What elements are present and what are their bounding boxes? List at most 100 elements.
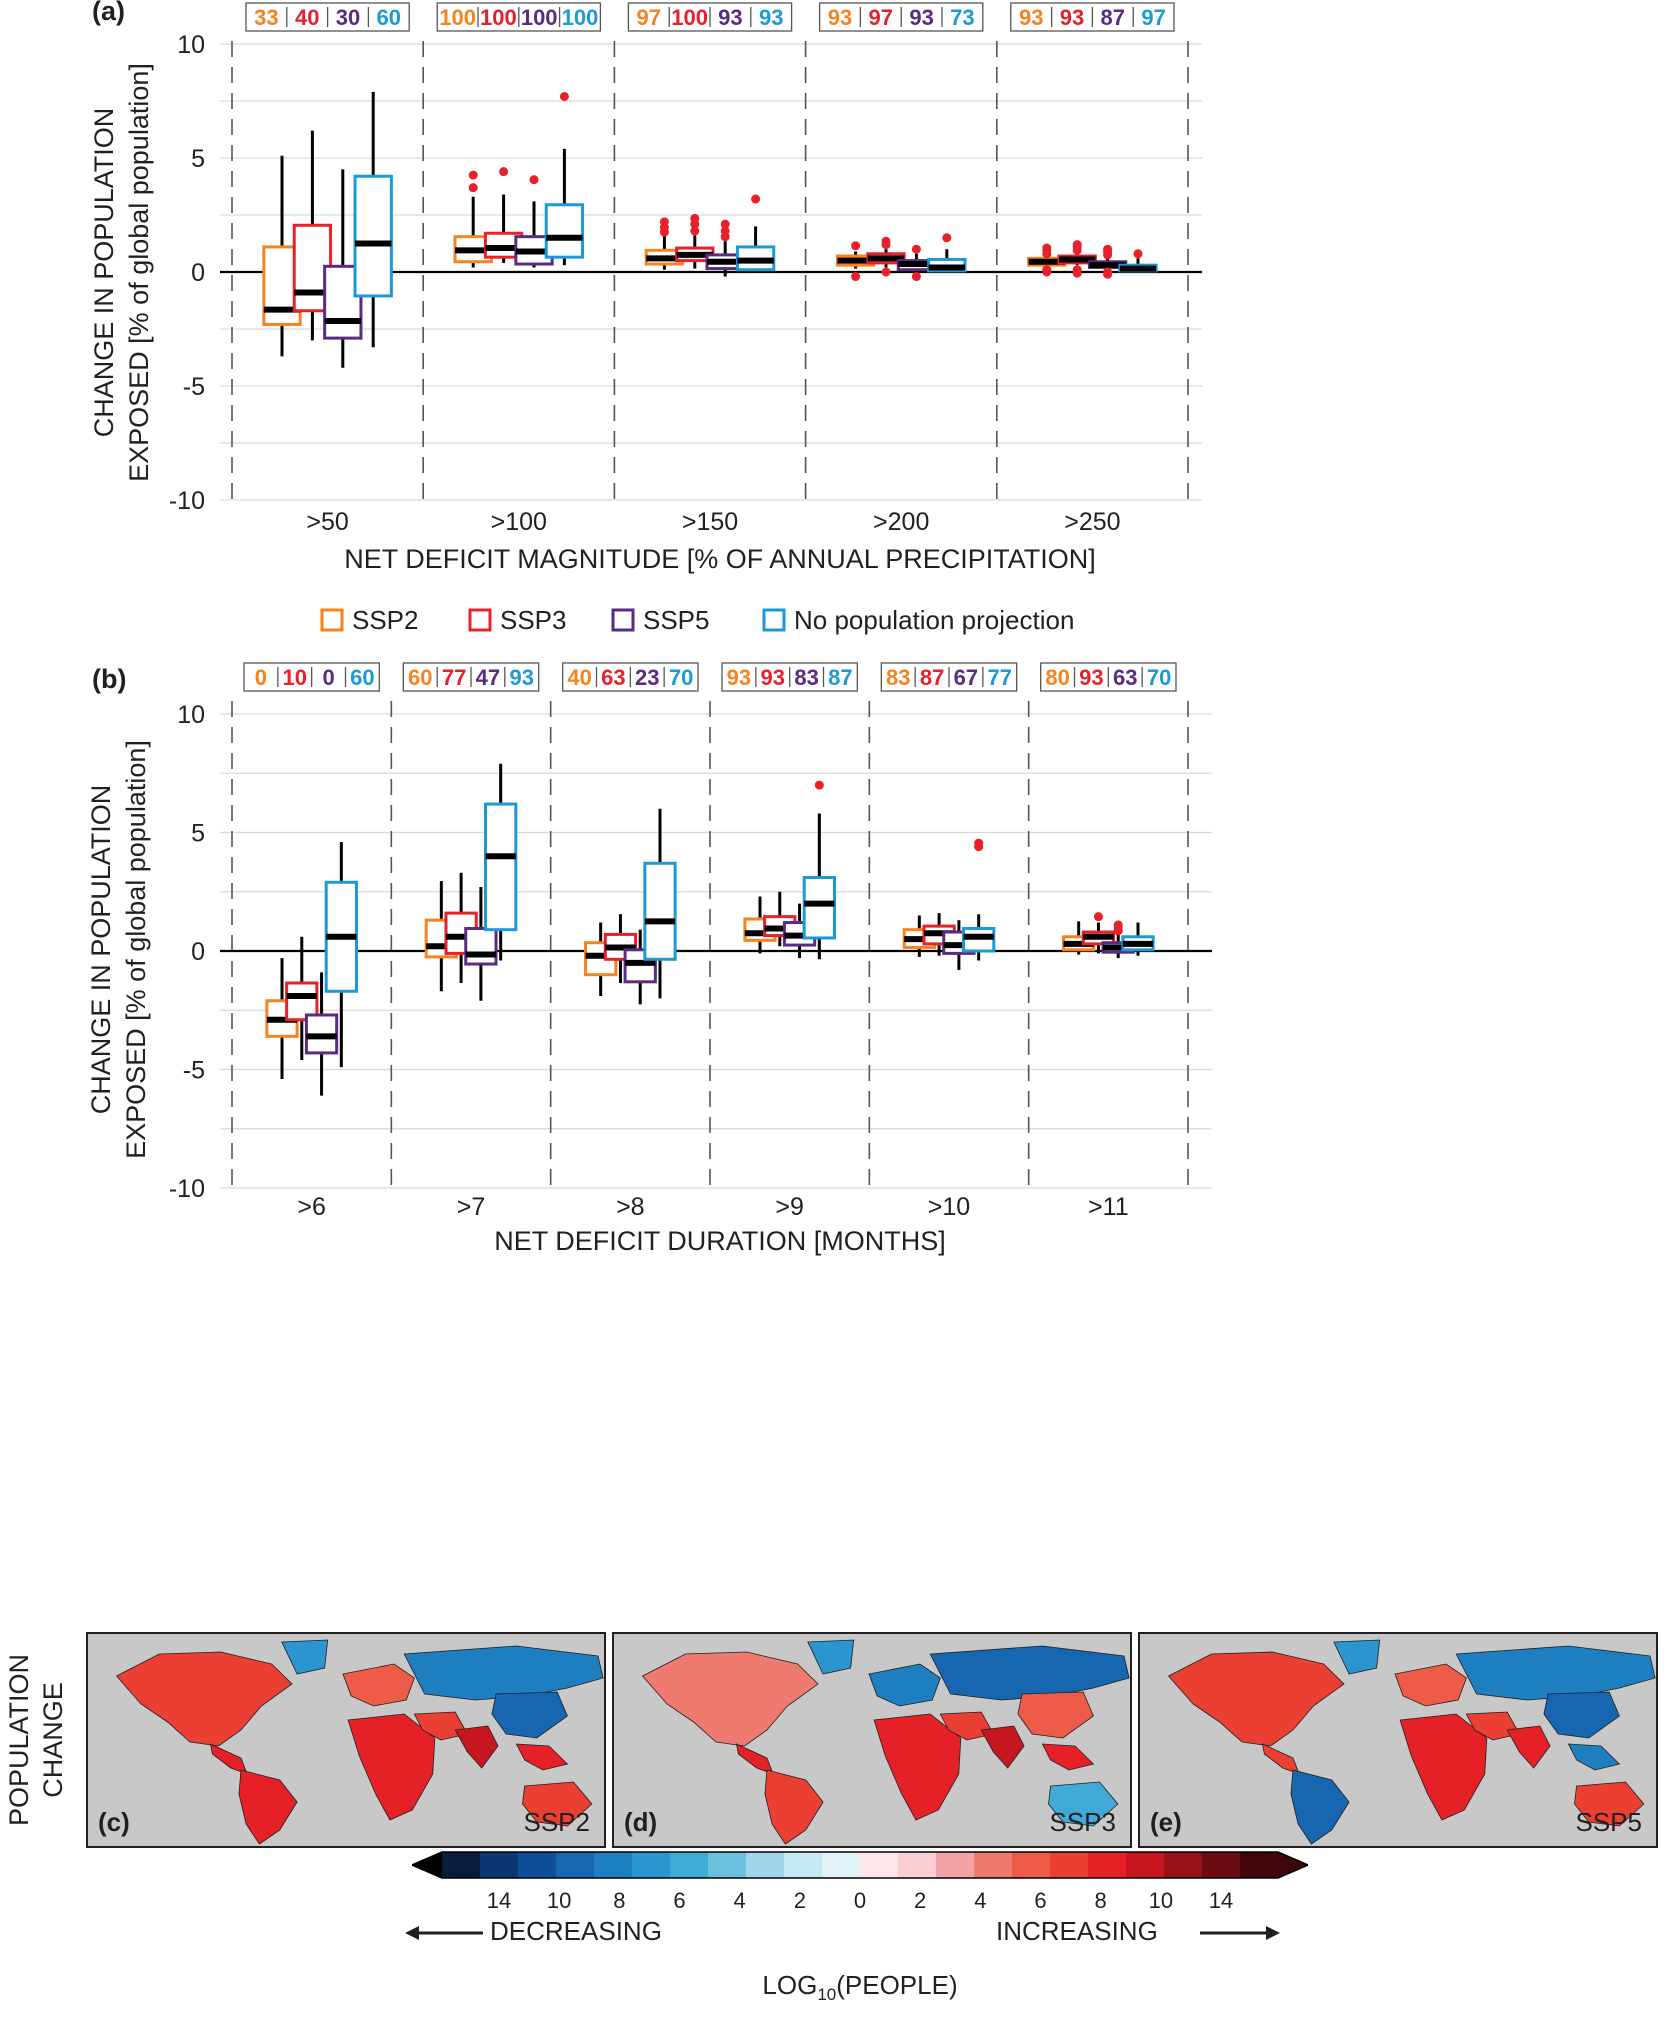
agreement-value-ssp3: 87	[920, 665, 944, 690]
map-region-greenland	[281, 1639, 329, 1675]
agreement-value-ssp3: 63	[601, 665, 625, 690]
colorbar-segment	[974, 1852, 1013, 1878]
map-region-south-asia	[454, 1725, 499, 1769]
agreement-value-ssp5: 47	[476, 665, 500, 690]
colorbar-segment	[556, 1852, 595, 1878]
colorbar-ticks: 14 10 8 6 4 2 0 2 4 6 8 10 14	[0, 1888, 1669, 1918]
legend-label-ssp3: SSP3	[500, 605, 567, 635]
colorbar-segment	[480, 1852, 519, 1878]
colorbar-tick-label: 14	[486, 1888, 512, 1913]
y-tick-label: 5	[191, 820, 205, 848]
world-map-ssp2	[115, 1639, 604, 1845]
y-tick-label: 5	[191, 145, 205, 173]
agreement-value-ssp5: 30	[336, 5, 360, 30]
y-tick-label: 0	[191, 938, 205, 966]
colorbar-segment	[518, 1852, 557, 1878]
map-region-east-asia	[1543, 1691, 1620, 1739]
colorbar-tick-label: 6	[673, 1888, 686, 1913]
map-letter-e: (e)	[1150, 1807, 1182, 1837]
map-region-central-america	[735, 1743, 774, 1775]
map-region-australia	[1048, 1781, 1119, 1827]
map-region-east-asia	[1017, 1691, 1094, 1739]
box-nopop	[484, 802, 518, 932]
outlier-point	[911, 244, 921, 254]
agreement-value-ssp2: 97	[637, 5, 661, 30]
agreement-value-nopop: 100	[562, 5, 599, 30]
box-nopop	[802, 876, 836, 940]
x-category-label: >9	[775, 1193, 804, 1221]
map-region-europe	[1394, 1663, 1467, 1707]
agreement-value-ssp2: 83	[886, 665, 910, 690]
map-region-africa	[1399, 1713, 1488, 1821]
colorbar-segment	[1126, 1852, 1165, 1878]
colorbar-tick-label: 10	[546, 1888, 572, 1913]
agreement-value-ssp5: 100	[521, 5, 558, 30]
legend-label-ssp5: SSP5	[643, 605, 710, 635]
colorbar-segment	[708, 1852, 747, 1878]
colorbar-tick-label: 0	[853, 1888, 867, 1913]
panel-letter: (b)	[92, 664, 126, 694]
outlier-point	[690, 213, 700, 223]
map-scenario-ssp2: SSP2	[523, 1807, 591, 1837]
colorbar-title-main: LOG	[762, 1970, 818, 2000]
outlier-point	[499, 167, 509, 177]
x-category-label: >50	[306, 508, 348, 536]
colorbar-tick-label: 14	[1208, 1888, 1234, 1913]
outlier-point	[1072, 265, 1082, 275]
colorbar-segment	[746, 1852, 785, 1878]
legend-swatch-ssp5	[611, 608, 635, 632]
outlier-point	[942, 233, 952, 243]
map-region-south-america	[1290, 1769, 1350, 1845]
agreement-value-ssp3: 93	[1079, 665, 1103, 690]
map-region-europe	[868, 1663, 941, 1707]
agreement-value-nopop: 60	[377, 5, 401, 30]
colorbar-segment	[632, 1852, 671, 1878]
world-map-ssp5	[1167, 1639, 1656, 1845]
agreement-value-ssp2: 93	[727, 665, 751, 690]
world-map-ssp3	[641, 1639, 1130, 1845]
map-scenario-ssp5: SSP5	[1575, 1807, 1643, 1837]
outlier-point	[911, 272, 921, 282]
colorbar-title-sub: 10	[817, 1985, 837, 2005]
outlier-point	[1072, 240, 1082, 250]
x-category-label: >11	[1088, 1193, 1129, 1221]
agreement-value-ssp3: 10	[283, 665, 307, 690]
colorbar-segment	[784, 1852, 823, 1878]
legend-swatch-ssp3	[468, 608, 492, 632]
outlier-point	[1042, 243, 1052, 253]
agreement-value-nopop: 77	[988, 665, 1012, 690]
x-axis-label: NET DEFICIT MAGNITUDE [% OF ANNUAL PRECI…	[344, 544, 1096, 574]
decreasing-label: DECREASING	[490, 1916, 662, 1946]
agreement-value-nopop: 60	[350, 665, 374, 690]
outlier-point	[559, 91, 569, 101]
agreement-value-ssp2: 93	[828, 5, 852, 30]
map-region-australia	[522, 1781, 593, 1827]
map-panel-e: (e) SSP5	[1138, 1632, 1658, 1848]
agreement-value-nopop: 97	[1141, 5, 1165, 30]
y-tick-label: -5	[183, 373, 205, 401]
colorbar-tick-label: 8	[1094, 1888, 1107, 1913]
colorbar-tick-label: 4	[974, 1888, 987, 1913]
colorbar-end-high	[1278, 1852, 1308, 1878]
y-tick-label: 10	[177, 701, 205, 729]
outlier-point	[881, 236, 891, 246]
outlier-point	[1113, 920, 1123, 930]
colorbar-outline	[412, 1851, 1308, 1879]
colorbar-tick-label: 10	[1148, 1888, 1174, 1913]
colorbar	[412, 1851, 1308, 1879]
agreement-value-nopop: 87	[828, 665, 852, 690]
outlier-point	[751, 194, 761, 204]
agreement-value-ssp2: 40	[567, 665, 591, 690]
colorbar-segment	[1050, 1852, 1089, 1878]
outlier-point	[1103, 267, 1113, 277]
map-panel-d: (d) SSP3	[612, 1632, 1132, 1848]
agreement-value-ssp3: 40	[295, 5, 319, 30]
agreement-value-ssp3: 100	[671, 5, 708, 30]
y-tick-label: 0	[191, 259, 205, 287]
outlier-point	[1133, 249, 1143, 259]
legend-label-ssp2: SSP2	[352, 605, 419, 635]
agreement-value-ssp5: 63	[1113, 665, 1137, 690]
map-region-north-america	[1167, 1651, 1345, 1747]
box-nopop	[353, 174, 393, 298]
